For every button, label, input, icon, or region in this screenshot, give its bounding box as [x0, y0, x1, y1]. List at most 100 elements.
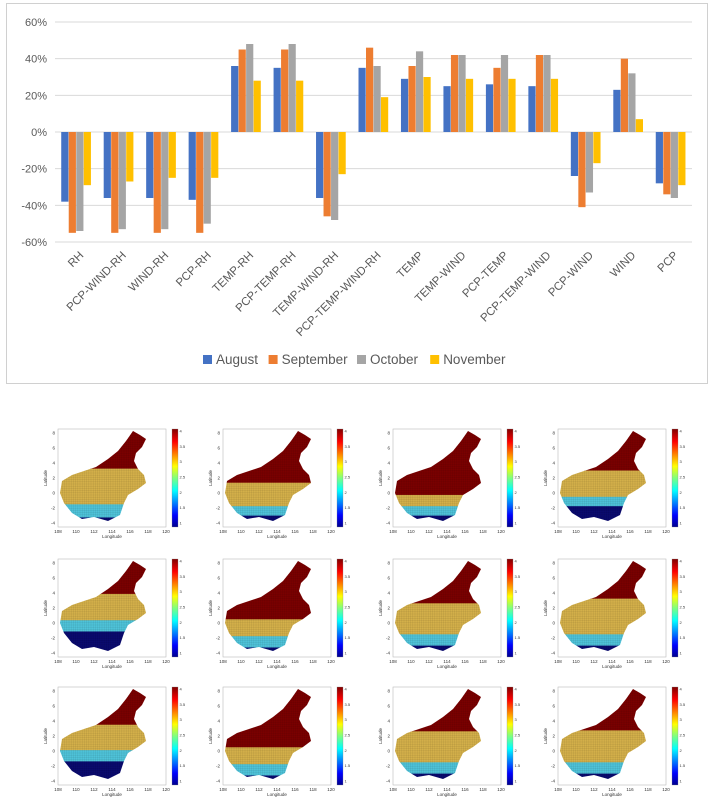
map-plot: 108 110 112 114 116 118 120 8 6 4 2 0 -2 -4 Longitude L…: [378, 558, 521, 670]
map-plot: 108 110 112 114 116 118 120 8 6 4 2 0 -2 -4 Longitude L…: [43, 559, 186, 670]
map-y-tick: 6: [387, 576, 390, 581]
colorbar-tick: 2.5: [515, 733, 521, 738]
map-y-tick: -4: [551, 521, 555, 526]
colorbar-tick: 3: [180, 589, 183, 594]
y-tick-label: -20%: [21, 164, 47, 176]
map-y-tick: -4: [551, 779, 555, 784]
map-x-tick: 112: [90, 787, 98, 792]
map-x-tick: 120: [662, 659, 670, 664]
map-x-tick: 114: [273, 529, 281, 534]
colorbar: [671, 558, 679, 658]
colorbar-tick: 3: [180, 717, 183, 722]
map-x-tick: 116: [461, 529, 469, 534]
map-x-tick: 118: [309, 659, 317, 664]
colorbar: [171, 428, 179, 528]
colorbar-tick: 4: [680, 687, 683, 692]
legend-label-october: October: [370, 352, 419, 367]
y-tick-label: 0%: [31, 127, 47, 139]
map-x-tick: 116: [291, 659, 299, 664]
map-y-tick: -2: [51, 764, 55, 769]
colorbar-tick: 3: [515, 459, 518, 464]
map-y-tick: 8: [52, 431, 55, 436]
map-panel: 108 110 112 114 116 118 120 8 6 4 2 0 -2 -4 Longitude L…: [375, 555, 525, 671]
map-x-tick: 118: [479, 529, 487, 534]
zone-level-1: [225, 647, 311, 651]
map-x-tick: 108: [219, 659, 227, 664]
colorbar-tick: 3: [180, 459, 183, 464]
bar-august-pcp-wind-rh: [103, 132, 111, 198]
map-y-tick: -4: [386, 651, 390, 656]
x-category-label: TEMP: [395, 249, 426, 280]
legend-label-august: August: [216, 352, 258, 367]
map-y-tick: 0: [552, 491, 555, 496]
map-x-tick: 114: [443, 787, 451, 792]
map-x-tick: 116: [626, 659, 634, 664]
colorbar-tick: 2.5: [680, 475, 686, 480]
map-y-tick: 2: [217, 606, 220, 611]
map-x-tick: 116: [461, 787, 469, 792]
y-tick-label: 60%: [25, 17, 47, 29]
legend-label-september: September: [282, 352, 349, 367]
map-y-tick: 6: [387, 446, 390, 451]
colorbar-tick: 2: [515, 490, 518, 495]
map-y-tick: -2: [386, 506, 390, 511]
map-x-tick: 110: [572, 529, 580, 534]
bar-august-pcp-temp-rh: [273, 67, 281, 132]
map-xlabel: Longitude: [437, 792, 457, 797]
map-y-tick: 0: [387, 749, 390, 754]
colorbar: [336, 558, 344, 658]
map-ylabel: Latitude: [208, 599, 213, 616]
map-y-tick: 6: [52, 576, 55, 581]
map-panel: 108 110 112 114 116 118 120 8 6 4 2 0 -2 -4 Longitude L…: [205, 555, 355, 671]
bar-october-wind-rh: [161, 132, 169, 230]
colorbar-tick: 3: [680, 589, 683, 594]
colorbar: [506, 558, 514, 658]
map-ylabel: Latitude: [543, 599, 548, 616]
colorbar-tick: 2.5: [180, 475, 186, 480]
map-x-tick: 120: [327, 529, 335, 534]
colorbar-tick: 2.5: [515, 605, 521, 610]
bar-october-temp-rh: [246, 44, 254, 132]
map-x-tick: 116: [291, 529, 299, 534]
colorbar-tick: 3.5: [680, 574, 686, 579]
legend-swatch-november: [430, 355, 440, 364]
bar-november-temp-wind: [465, 78, 474, 132]
map-y-tick: 8: [387, 689, 390, 694]
x-category-label: PCP: [656, 249, 681, 274]
bar-november-temp: [423, 77, 431, 132]
map-x-tick: 120: [162, 529, 170, 534]
legend-swatch-october: [357, 355, 366, 364]
map-y-tick: 8: [552, 431, 555, 436]
map-y-tick: 2: [552, 734, 555, 739]
map-y-tick: 6: [552, 446, 555, 451]
map-x-tick: 108: [54, 659, 62, 664]
map-x-tick: 108: [219, 529, 227, 534]
zone-level-1: [560, 645, 646, 651]
colorbar-tick: 1.5: [680, 505, 686, 510]
map-x-tick: 114: [608, 529, 616, 534]
bar-november-pcp-rh: [211, 132, 219, 178]
colorbar-tick: 1.5: [515, 763, 521, 768]
colorbar-tick: 1.5: [345, 505, 351, 510]
colorbar-tick: 3.5: [680, 702, 686, 707]
colorbar: [506, 686, 514, 786]
map-x-tick: 114: [108, 529, 116, 534]
colorbar-tick: 3.5: [515, 574, 521, 579]
colorbar-tick: 1.5: [515, 505, 521, 510]
map-x-tick: 116: [461, 659, 469, 664]
bar-october-wind: [628, 73, 636, 132]
colorbar: [171, 686, 179, 786]
map-y-tick: 2: [552, 606, 555, 611]
zone-level-2: [225, 764, 311, 776]
map-y-tick: 8: [52, 689, 55, 694]
map-x-tick: 116: [626, 787, 634, 792]
map-panel: 108 110 112 114 116 118 120 8 6 4 2 0 -2 -4 Longitude L…: [205, 425, 355, 541]
colorbar-tick: 3.5: [180, 702, 186, 707]
x-category-label: WIND-RH: [127, 250, 172, 295]
map-ylabel: Latitude: [43, 727, 48, 744]
map-x-tick: 118: [479, 787, 487, 792]
colorbar-tick: 3.5: [345, 444, 351, 449]
map-x-tick: 108: [389, 659, 397, 664]
colorbar-tick: 1.5: [180, 763, 186, 768]
colorbar-tick: 1.5: [680, 763, 686, 768]
